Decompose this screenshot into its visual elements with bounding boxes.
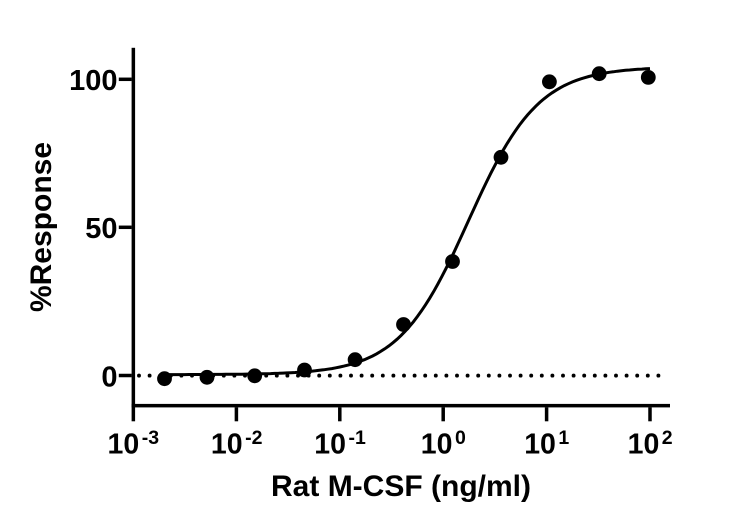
- svg-text:0: 0: [101, 361, 117, 393]
- svg-text:%Response: %Response: [25, 142, 58, 312]
- svg-text:100: 100: [69, 65, 117, 97]
- svg-text:10-1: 10 -1: [314, 427, 366, 460]
- svg-text:10-2: 10 -2: [211, 427, 263, 460]
- svg-text:Rat M-CSF (ng/ml): Rat M-CSF (ng/ml): [271, 470, 531, 503]
- svg-text:50: 50: [85, 213, 117, 245]
